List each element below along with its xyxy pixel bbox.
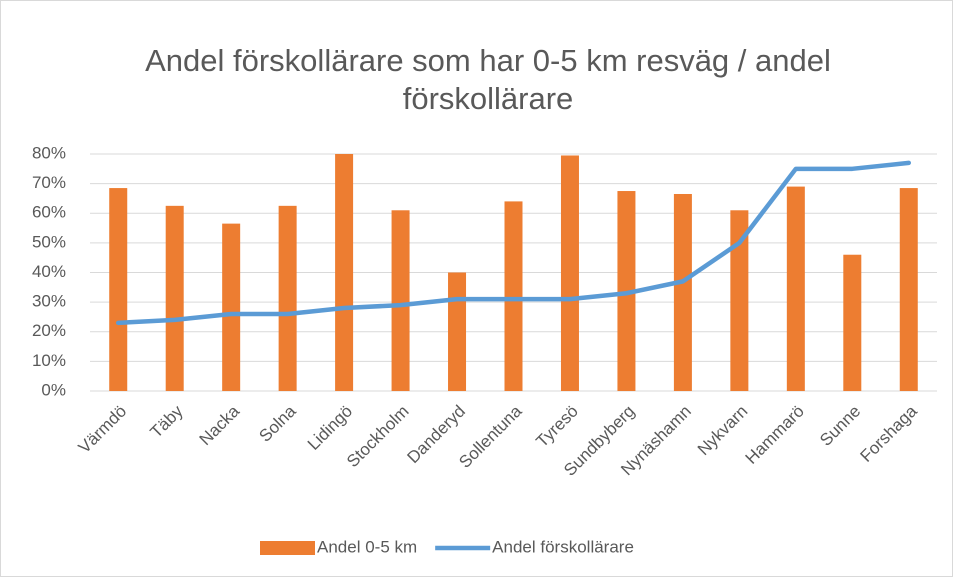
bar [448,272,467,391]
y-tick-label: 50% [32,232,66,251]
y-tick-label: 80% [32,143,66,162]
y-tick-label: 60% [32,203,66,222]
y-tick-label: 20% [32,321,66,340]
legend-swatch [260,541,315,555]
y-tick-label: 10% [32,351,66,370]
y-tick-label: 40% [32,262,66,281]
chart-title: Andel förskollärare som har 0-5 km resvä… [145,43,831,116]
bar [786,186,805,391]
line [115,160,912,326]
bar [899,188,918,391]
bar [730,210,749,391]
bar [504,201,523,391]
bar [673,193,692,391]
legend-label: Andel förskollärare [492,537,634,556]
bar [843,254,862,391]
bar [109,188,128,391]
title-box: Andel förskollärare som har 0-5 km resvä… [145,43,831,116]
bar [391,210,410,391]
bar [335,154,354,391]
y-tick-label: 70% [32,173,66,192]
bar [222,223,241,391]
y-tick-label: 30% [32,292,66,311]
bar [165,205,184,391]
bar [278,205,297,391]
y-tick-label: 0% [41,380,66,399]
bar [560,155,579,391]
legend-label: Andel 0-5 km [317,537,417,556]
